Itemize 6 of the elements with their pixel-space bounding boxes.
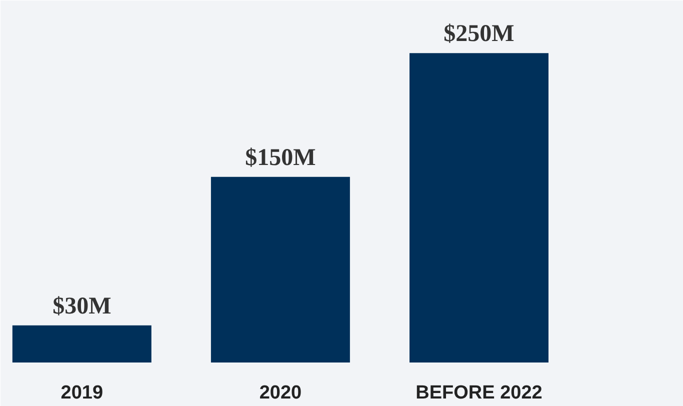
- data-label: $250M: [444, 21, 514, 48]
- x-tick-label: 2020: [259, 382, 302, 404]
- data-label: $30M: [52, 293, 112, 320]
- x-tick-label: BEFORE 2022: [416, 382, 542, 404]
- x-tick-label: 2019: [60, 382, 104, 404]
- data-label: $150M: [245, 144, 316, 171]
